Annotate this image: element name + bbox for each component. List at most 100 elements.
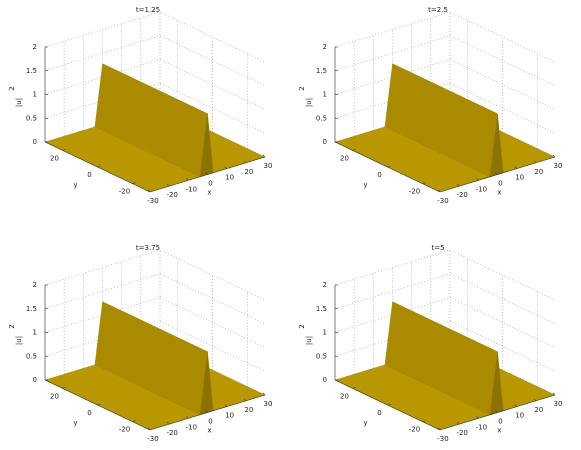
z-tick-label: 1	[33, 329, 37, 337]
tick-mark	[186, 178, 189, 181]
x-tick-label: -20	[456, 429, 467, 437]
grid-line	[449, 82, 556, 134]
tick-mark	[132, 182, 136, 184]
grid-line	[159, 249, 266, 301]
z-axis-label: |u|	[305, 336, 313, 345]
grid-line	[449, 11, 556, 63]
tick-mark	[62, 387, 66, 389]
x-tick-label: 0	[208, 180, 212, 188]
grid-line	[159, 82, 266, 134]
x-tick-label: -20	[166, 429, 177, 437]
grid-line	[449, 297, 556, 348]
z-tick-label: 1	[323, 91, 327, 99]
tick-mark	[387, 403, 391, 406]
tick-mark	[147, 427, 151, 431]
y-axis-label: y	[363, 181, 367, 189]
grid-line	[44, 35, 161, 72]
y-axis-label: y	[363, 419, 367, 427]
chart-title: t=2.5	[428, 6, 448, 14]
z-tick-label: 2	[323, 281, 327, 289]
x-tick-label: 10	[515, 174, 524, 182]
grid-line	[449, 35, 556, 87]
tick-mark	[437, 427, 441, 431]
panel: 0 0.5 1 1.5 2 -30 -20 -10 0 10 20 30 -20 0 20 t=2.5 x y |u…	[298, 6, 562, 205]
grid-line	[449, 273, 556, 325]
y-tick-label: 0	[377, 171, 381, 179]
x-tick-label: 30	[554, 162, 563, 170]
tick-mark	[456, 421, 460, 425]
x-tick-label: 20	[534, 168, 543, 176]
x-axis-label: x	[207, 189, 211, 197]
grid-line	[159, 273, 266, 325]
tick-mark	[456, 183, 460, 187]
tick-mark	[205, 410, 208, 413]
chart-title: t=1.25	[136, 6, 160, 14]
y-tick-label: -20	[409, 426, 420, 434]
y-tick-label: 0	[87, 409, 91, 417]
z-axis-label: |u|	[15, 336, 23, 345]
tick-mark	[262, 392, 266, 396]
tick-mark	[476, 416, 479, 419]
y-tick-label: -20	[409, 188, 420, 196]
x-tick-label: -30	[147, 197, 158, 205]
x-tick-label: -10	[186, 185, 197, 193]
tick-mark	[476, 178, 479, 181]
z-tick-label: 1.5	[316, 305, 327, 313]
y-axis-label: y	[73, 419, 77, 427]
tick-mark	[387, 165, 391, 168]
x-tick-label: -10	[186, 423, 197, 431]
chart-title: t=5	[431, 244, 444, 252]
panel: 0 0.5 1 1.5 2 -30 -20 -10 0 10 20 30 -20 0 20 t=5 x y |u| 2	[298, 244, 562, 443]
z-axis-label-power: 2	[298, 324, 306, 328]
grid-line	[159, 297, 266, 348]
z-tick-label: 2	[33, 43, 37, 51]
x-tick-label: -20	[456, 191, 467, 199]
grid-line	[44, 273, 161, 310]
tick-mark	[533, 398, 537, 402]
grid-line	[449, 320, 556, 372]
z-axis-label: |u|	[305, 98, 313, 107]
y-tick-label: 20	[340, 392, 349, 400]
x-tick-label: 0	[498, 418, 502, 426]
tick-mark	[224, 166, 227, 169]
z-tick-label: 1.5	[316, 67, 327, 75]
tick-mark	[262, 154, 266, 158]
x-tick-label: -30	[437, 197, 448, 205]
x-axis-label: x	[497, 427, 501, 435]
tick-mark	[514, 166, 517, 169]
z-tick-label: 1.5	[26, 305, 37, 313]
grid-line	[334, 273, 451, 310]
y-axis-label: y	[73, 181, 77, 189]
tick-mark	[62, 149, 66, 151]
z-tick-label: 0.5	[26, 352, 37, 360]
z-tick-label: 0	[323, 138, 327, 146]
tick-mark	[224, 404, 227, 407]
grid-line	[159, 320, 266, 372]
tick-mark	[514, 404, 517, 407]
y-tick-label: 20	[50, 154, 59, 162]
x-tick-label: 20	[534, 406, 543, 414]
z-tick-label: 1.5	[26, 67, 37, 75]
tick-mark	[166, 183, 170, 187]
z-axis-label-power: 2	[8, 86, 16, 90]
y-tick-label: -20	[119, 426, 130, 434]
tick-mark	[495, 410, 498, 413]
z-tick-label: 0	[33, 138, 37, 146]
x-tick-label: 20	[244, 168, 253, 176]
x-tick-label: -10	[476, 423, 487, 431]
z-tick-label: 1	[33, 91, 37, 99]
panel: 0 0.5 1 1.5 2 -30 -20 -10 0 10 20 30 -20 0 20 t=1.25 x y |…	[8, 6, 272, 205]
x-tick-label: -20	[166, 191, 177, 199]
x-tick-label: 0	[498, 180, 502, 188]
z-tick-label: 2	[323, 43, 327, 51]
x-tick-label: 30	[264, 400, 273, 408]
tick-mark	[186, 416, 189, 419]
z-axis-label-power: 2	[8, 324, 16, 328]
tick-mark	[552, 392, 556, 396]
tick-mark	[132, 420, 136, 422]
tick-mark	[205, 172, 208, 175]
z-axis-label-power: 2	[298, 86, 306, 90]
tick-mark	[166, 421, 170, 425]
